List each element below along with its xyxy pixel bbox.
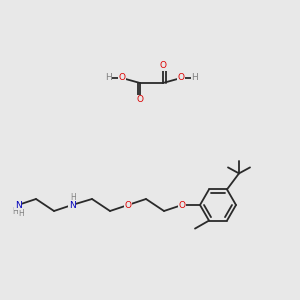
Text: O: O — [178, 200, 185, 209]
Text: H: H — [70, 193, 76, 202]
Text: O: O — [118, 74, 125, 82]
Text: H: H — [105, 74, 111, 82]
Text: O: O — [124, 200, 131, 209]
Text: O: O — [178, 74, 184, 82]
Text: N: N — [15, 200, 21, 209]
Text: H: H — [192, 74, 198, 82]
Text: O: O — [136, 95, 143, 104]
Text: H: H — [18, 209, 24, 218]
Text: N: N — [69, 200, 75, 209]
Text: O: O — [160, 61, 167, 70]
Text: H: H — [12, 208, 18, 217]
